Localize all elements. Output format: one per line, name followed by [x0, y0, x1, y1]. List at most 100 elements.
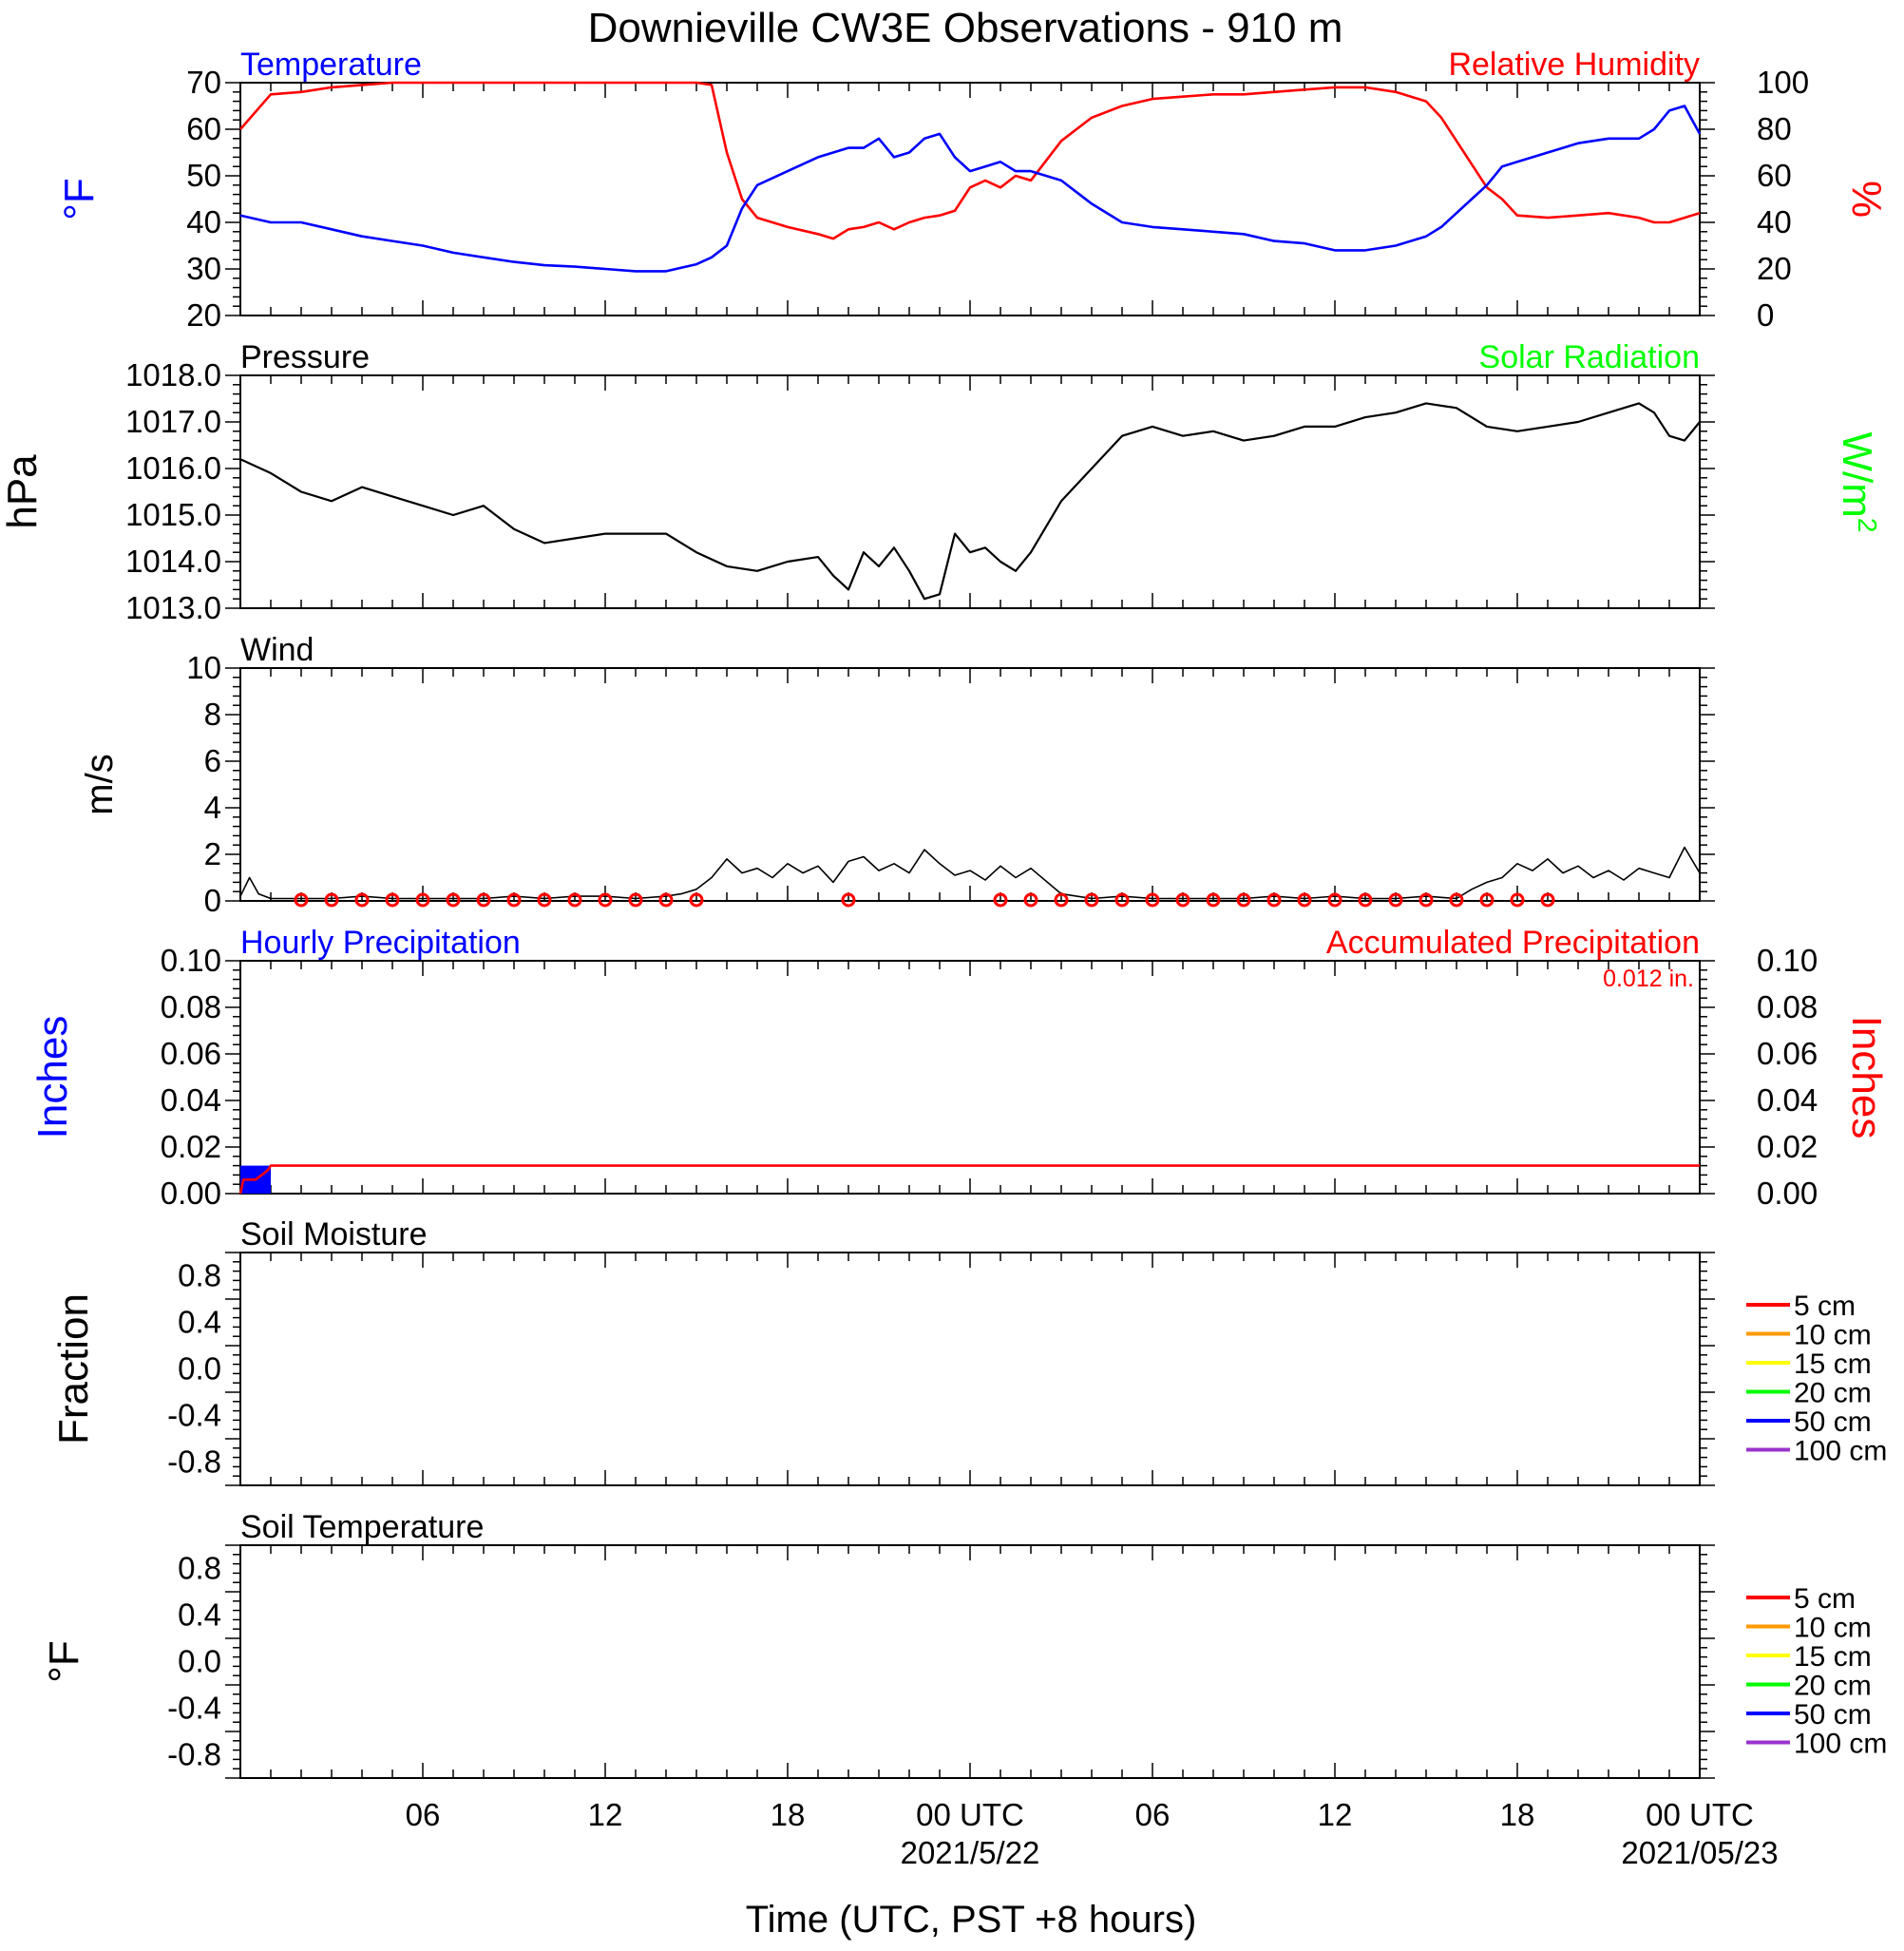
- legend-label: 5 cm: [1794, 1291, 1856, 1322]
- soil-tick-label: 0.8: [178, 1258, 221, 1293]
- precip-tick-label-right: 0.06: [1757, 1036, 1818, 1071]
- precip-tick-label-right: 0.02: [1757, 1129, 1818, 1164]
- calm-wind-marker: [385, 892, 400, 908]
- plot-frame: [239, 960, 1701, 1195]
- temperature-tick-label: 20: [186, 297, 221, 333]
- y-axis-label-left: °F: [56, 178, 103, 220]
- calm-wind-marker: [1114, 892, 1130, 908]
- precip-tick-label-left: 0.04: [161, 1082, 221, 1118]
- calm-wind-marker: [324, 892, 339, 908]
- wind-speed-line: [239, 846, 1701, 900]
- calm-wind-marker: [1297, 892, 1312, 908]
- soil-moisture-panel: 0.8 0.4 0.0 -0.4 -0.8 Soil Moisture Fraction 5 …: [50, 1216, 1887, 1486]
- calm-wind-marker: [1084, 892, 1099, 908]
- panel-title-left: Hourly Precipitation: [240, 925, 521, 961]
- y-axis-label: Fraction: [50, 1293, 97, 1444]
- calm-wind-marker: [354, 892, 370, 908]
- temperature-tick-label: 40: [186, 204, 221, 239]
- accumulated-precip-annotation: 0.012 in.: [1603, 966, 1694, 992]
- soil-tick-label: 0.8: [178, 1551, 221, 1586]
- x-tick-label: 12: [1318, 1797, 1353, 1832]
- temperature-tick-label: 60: [186, 111, 221, 146]
- calm-wind-marker: [1206, 892, 1221, 908]
- pressure-tick-label: 1014.0: [125, 544, 221, 579]
- temperature-tick-label: 30: [186, 251, 221, 286]
- calm-wind-marker: [993, 892, 1008, 908]
- y-axis-label-left: Inches: [29, 1016, 76, 1139]
- soil-tick-label: 0.0: [178, 1351, 221, 1387]
- precip-tick-label-left: 0.10: [161, 943, 221, 978]
- precip-tick-label-right: 0.04: [1757, 1082, 1818, 1118]
- legend-label: 5 cm: [1794, 1583, 1856, 1615]
- soil-tick-label: -0.4: [167, 1691, 221, 1726]
- pressure-tick-label: 1016.0: [125, 450, 221, 486]
- calm-wind-marker: [1510, 892, 1525, 908]
- wind-panel: 10 8 6 4 2 0 Wind m/s: [79, 632, 1715, 918]
- wind-tick-label: 8: [204, 697, 221, 732]
- panel-title-left: Soil Moisture: [240, 1216, 428, 1253]
- humidity-tick-label: 80: [1757, 111, 1792, 146]
- calm-wind-marker: [446, 892, 461, 908]
- legend-label: 20 cm: [1794, 1671, 1872, 1702]
- calm-wind-marker: [294, 892, 309, 908]
- wind-tick-label: 2: [204, 836, 221, 871]
- x-date-label: 2021/5/22: [901, 1835, 1040, 1870]
- legend-label: 10 cm: [1794, 1320, 1872, 1351]
- x-tick-label: 00 UTC: [916, 1797, 1024, 1832]
- plot-frame: [239, 667, 1701, 902]
- wind-tick-label: 6: [204, 743, 221, 778]
- plot-frame: [239, 1252, 1701, 1486]
- legend-label: 10 cm: [1794, 1613, 1872, 1644]
- panel-title-left: Soil Temperature: [240, 1509, 484, 1545]
- calm-wind-marker: [567, 892, 582, 908]
- calm-wind-marker: [1175, 892, 1190, 908]
- calm-wind-marker: [1358, 892, 1373, 908]
- figure-title: Downieville CW3E Observations - 910 m: [588, 5, 1343, 51]
- calm-wind-marker: [415, 892, 430, 908]
- calm-wind-marker: [506, 892, 522, 908]
- calm-wind-marker: [1388, 892, 1403, 908]
- panel-title-left: Temperature: [240, 47, 422, 83]
- precip-tick-label-left: 0.08: [161, 989, 221, 1024]
- humidity-line: [239, 81, 1701, 240]
- humidity-tick-label: 0: [1757, 297, 1774, 333]
- soil-tick-label: -0.8: [167, 1444, 221, 1480]
- calm-wind-marker: [476, 892, 491, 908]
- legend-label: 100 cm: [1794, 1729, 1887, 1760]
- pressure-panel: 1018.0 1017.0 1016.0 1015.0 1014.0 1013.0 Pres…: [0, 339, 1882, 625]
- calm-wind-marker: [537, 892, 552, 908]
- x-tick-label: 00 UTC: [1646, 1797, 1754, 1832]
- legend-label: 15 cm: [1794, 1348, 1872, 1380]
- legend-label: 100 cm: [1794, 1436, 1887, 1467]
- wind-tick-label: 10: [186, 650, 221, 685]
- wind-tick-label: 4: [204, 790, 221, 825]
- temperature-line: [239, 105, 1702, 273]
- x-tick-label: 06: [1135, 1797, 1171, 1832]
- x-axis-label: Time (UTC, PST +8 hours): [746, 1899, 1197, 1941]
- x-tick-label: 06: [406, 1797, 441, 1832]
- calm-wind-marker: [658, 892, 674, 908]
- soil-tick-label: 0.4: [178, 1597, 221, 1633]
- calm-wind-marker: [841, 892, 856, 908]
- temperature-humidity-panel: 70 60 50 40 30 20 100 80 60 40 20 0 Temperature Relat…: [56, 47, 1890, 333]
- legend-label: 15 cm: [1794, 1641, 1872, 1673]
- precipitation-panel: 0.10 0.08 0.06 0.04 0.02 0.00 0.10 0.08 0.06 0.04…: [29, 925, 1890, 1211]
- precip-tick-label-right: 0.10: [1757, 943, 1818, 978]
- y-axis-label-right: W/m2: [1834, 432, 1882, 533]
- soil-tick-label: -0.8: [167, 1737, 221, 1772]
- pressure-tick-label: 1013.0: [125, 590, 221, 625]
- humidity-tick-label: 60: [1757, 158, 1792, 193]
- soil-tick-label: -0.4: [167, 1398, 221, 1433]
- panel-title-right: Solar Radiation: [1479, 339, 1700, 375]
- legend-label: 20 cm: [1794, 1378, 1872, 1409]
- calm-wind-marker: [1054, 892, 1069, 908]
- y-axis-label-right: %: [1843, 181, 1890, 218]
- precip-tick-label-left: 0.00: [161, 1176, 221, 1211]
- precip-tick-label-right: 0.00: [1757, 1176, 1818, 1211]
- calm-wind-marker: [1266, 892, 1282, 908]
- pressure-tick-label: 1018.0: [125, 357, 221, 392]
- legend-label: 50 cm: [1794, 1406, 1872, 1438]
